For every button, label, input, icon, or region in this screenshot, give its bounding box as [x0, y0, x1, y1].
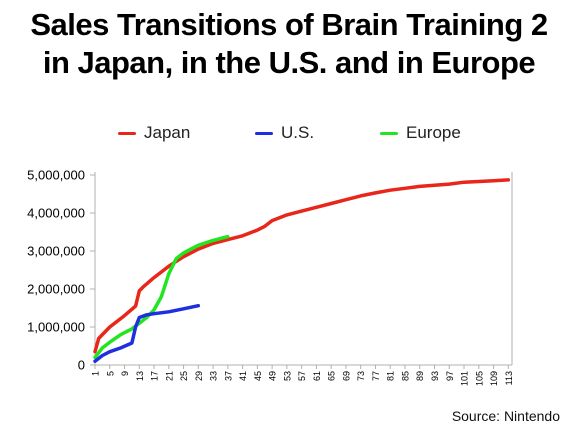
x-tick-label: 13 [135, 371, 145, 381]
x-tick-label: 89 [415, 371, 425, 381]
x-tick-label: 65 [327, 371, 337, 381]
x-tick-label: 97 [445, 371, 455, 381]
x-tick-label: 109 [489, 371, 499, 386]
legend-swatch-europe [380, 131, 398, 135]
legend-label-japan: Japan [144, 123, 191, 142]
x-tick-label: 85 [400, 371, 410, 381]
y-tick-label: 5,000,000 [27, 168, 85, 183]
x-tick-label: 105 [474, 371, 484, 386]
legend-item-japan: Japan [118, 122, 190, 144]
x-tick-label: 37 [223, 371, 233, 381]
x-tick-label: 93 [430, 371, 440, 381]
x-tick-label: 69 [341, 371, 351, 381]
x-tick-label: 73 [356, 371, 366, 381]
x-tick-label: 41 [238, 371, 248, 381]
legend-item-us: U.S. [255, 122, 314, 144]
y-tick-label: 3,000,000 [27, 244, 85, 259]
x-tick-label: 17 [150, 371, 160, 381]
y-tick-label: 1,000,000 [27, 320, 85, 335]
source-note: Source: Nintendo [451, 408, 560, 424]
x-tick-label: 53 [282, 371, 292, 381]
x-tick-label: 45 [253, 371, 263, 381]
chart-title-line-2: in Japan, in the U.S. and in Europe [42, 45, 536, 80]
x-tick-label: 61 [312, 371, 322, 381]
chart-title: Sales Transitions of Brain Training 2 in… [0, 6, 578, 82]
chart-legend: Japan U.S. Europe [0, 118, 578, 148]
y-tick-label: 2,000,000 [27, 282, 85, 297]
x-tick-label: 81 [386, 371, 396, 381]
legend-item-europe: Europe [380, 122, 461, 144]
x-tick-label: 101 [460, 371, 470, 386]
x-tick-label: 29 [194, 371, 204, 381]
series-line-europe [93, 234, 230, 360]
legend-swatch-japan [118, 131, 136, 135]
x-tick-label: 25 [179, 371, 189, 381]
y-tick-label: 0 [78, 358, 85, 373]
x-tick-label: 77 [371, 371, 381, 381]
legend-label-us: U.S. [281, 123, 315, 142]
series-line-japan [93, 178, 511, 354]
x-tick-label: 5 [105, 371, 115, 376]
x-tick-label: 21 [164, 371, 174, 381]
x-tick-label: 57 [297, 371, 307, 381]
x-tick-label: 33 [209, 371, 219, 381]
legend-label-europe: Europe [406, 123, 461, 142]
series-line-us [93, 303, 201, 363]
legend-swatch-us [255, 131, 273, 135]
x-tick-label: 113 [504, 371, 514, 385]
sales-line-chart: 0 1,000,000 2,000,000 3,000,000 4,000,000 5,0… [27, 168, 514, 387]
x-tick-label: 1 [91, 371, 101, 376]
x-tick-label: 49 [268, 371, 278, 381]
chart-title-line-1: Sales Transitions of Brain Training 2 [30, 7, 548, 42]
x-tick-label: 9 [120, 371, 130, 376]
y-tick-label: 4,000,000 [27, 206, 85, 221]
